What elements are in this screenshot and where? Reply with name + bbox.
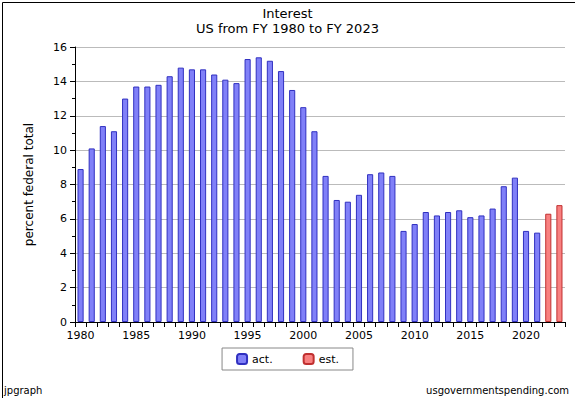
svg-text:16: 16 [53,41,67,54]
svg-text:12: 12 [53,109,67,122]
svg-text:act.: act. [252,353,273,366]
svg-text:8: 8 [60,178,67,191]
svg-text:1990: 1990 [178,329,206,342]
svg-text:1995: 1995 [234,329,262,342]
svg-text:usgovernmentspending.com: usgovernmentspending.com [426,385,569,396]
svg-text:0: 0 [60,316,67,329]
svg-text:10: 10 [53,144,67,157]
svg-text:2005: 2005 [345,329,373,342]
svg-text:US from FY 1980 to FY 2023: US from FY 1980 to FY 2023 [196,21,379,36]
svg-text:2020: 2020 [512,329,540,342]
svg-text:2010: 2010 [401,329,429,342]
svg-text:6: 6 [60,212,67,225]
svg-text:14: 14 [53,75,67,88]
svg-text:jpgraph: jpgraph [3,385,42,396]
svg-text:1980: 1980 [67,329,95,342]
svg-text:2000: 2000 [289,329,317,342]
svg-text:4: 4 [60,247,67,260]
svg-text:Interest: Interest [262,6,312,21]
svg-text:2015: 2015 [456,329,484,342]
svg-text:2: 2 [60,281,67,294]
svg-text:est.: est. [319,353,339,366]
svg-text:1985: 1985 [122,329,150,342]
svg-text:percent federal total: percent federal total [22,123,36,246]
